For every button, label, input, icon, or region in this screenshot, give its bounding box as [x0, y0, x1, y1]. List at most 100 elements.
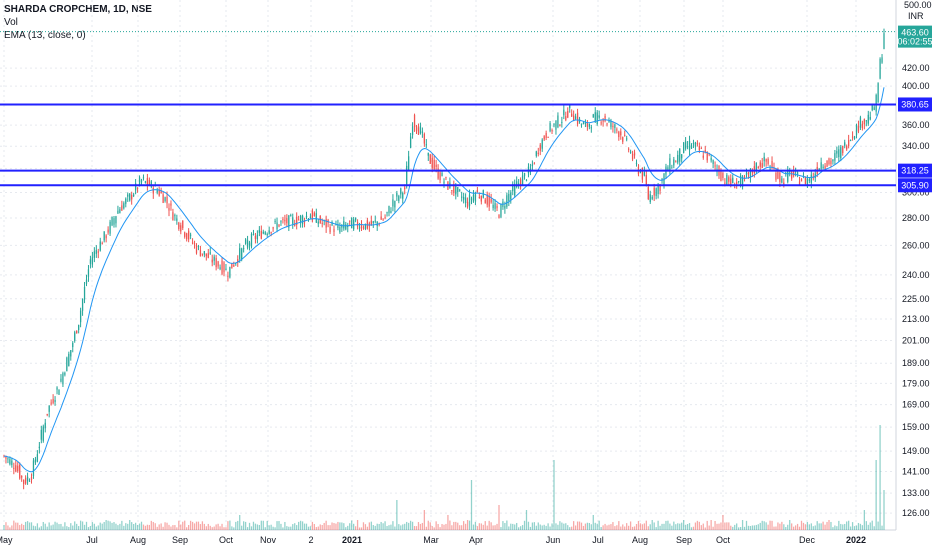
candle-body	[362, 227, 365, 229]
candle-body	[859, 117, 862, 128]
candle-body	[461, 196, 463, 198]
candle-body	[523, 172, 526, 177]
volume-bar	[622, 524, 624, 530]
volume-bar	[358, 527, 361, 530]
volume-bar	[23, 525, 25, 530]
x-tick-label: Jul	[86, 535, 98, 545]
candle-body	[233, 265, 235, 267]
volume-bar	[753, 525, 755, 530]
candle-body	[512, 184, 514, 192]
volume-bar	[514, 524, 516, 530]
candle-body	[148, 179, 150, 186]
candle-body	[573, 115, 575, 122]
candle-body	[798, 181, 801, 185]
volume-bar	[533, 522, 535, 530]
candle-body	[639, 171, 642, 173]
volume-bar	[413, 526, 416, 530]
candle-body	[225, 268, 227, 270]
volume-bar	[675, 524, 677, 530]
candle-body	[343, 221, 345, 229]
volume-bar	[519, 526, 522, 530]
candle-body	[195, 245, 198, 254]
volume-bar	[663, 523, 665, 530]
volume-bar	[134, 522, 137, 530]
volume-bar	[174, 525, 176, 530]
candle-body	[280, 221, 282, 223]
volume-bar	[421, 522, 424, 530]
volume-bar	[765, 522, 767, 530]
candle-body	[140, 179, 143, 183]
volume-bar	[99, 522, 101, 530]
candle-body	[81, 298, 84, 311]
volume-bar	[555, 523, 557, 530]
volume-bar	[36, 523, 39, 530]
volume-bar	[445, 523, 447, 530]
candle-body	[54, 399, 56, 402]
candle-body	[747, 172, 750, 175]
volume-bar	[150, 520, 152, 530]
candle-body	[478, 196, 480, 198]
candle-body	[237, 259, 239, 264]
volume-bar	[83, 524, 86, 530]
candle-body	[474, 192, 477, 201]
volume-bar	[13, 520, 15, 530]
volume-bar	[470, 480, 473, 530]
volume-bar	[91, 522, 94, 530]
x-tick-label: Oct	[716, 535, 731, 545]
volume-bar	[734, 524, 736, 530]
volume-bar	[710, 520, 712, 530]
candle-body	[855, 124, 858, 135]
candle-body	[288, 215, 290, 228]
volume-bar	[521, 525, 524, 530]
candle-body	[223, 262, 225, 273]
volume-bar	[78, 526, 80, 530]
candle-body	[875, 94, 877, 112]
candle-body	[851, 136, 854, 138]
volume-bar	[376, 523, 378, 530]
volume-bar	[875, 460, 877, 530]
volume-bar	[828, 520, 830, 530]
candle-body	[70, 350, 72, 357]
candle-body	[602, 119, 604, 122]
volume-bar	[15, 522, 17, 530]
volume-bar	[419, 523, 422, 530]
candle-body	[372, 221, 374, 224]
volume-bar	[402, 524, 404, 530]
candle-body	[107, 229, 109, 233]
volume-bar	[411, 521, 414, 530]
candle-body	[614, 124, 616, 128]
volume-bar	[736, 523, 738, 530]
candle-body	[612, 125, 614, 128]
volume-bar	[745, 520, 748, 530]
volume-bar	[390, 524, 392, 530]
candle-body	[125, 198, 127, 204]
candle-body	[127, 194, 129, 197]
candle-body	[40, 429, 42, 440]
candle-body	[79, 310, 82, 323]
candle-body	[757, 167, 759, 169]
volume-bar	[629, 521, 632, 530]
candle-body	[15, 465, 17, 472]
candle-body	[500, 203, 502, 217]
candle-body	[333, 228, 335, 233]
volume-bar	[68, 527, 70, 530]
candle-body	[830, 160, 832, 165]
candle-body	[19, 464, 21, 479]
volume-bar	[635, 524, 638, 530]
candle-body	[188, 230, 190, 240]
candle-body	[172, 212, 174, 221]
candle-body	[50, 402, 52, 404]
volume-bar	[195, 521, 198, 530]
volume-bar	[692, 526, 695, 530]
candle-body	[732, 177, 734, 183]
candle-body	[221, 260, 223, 274]
candle-body	[800, 178, 803, 182]
volume-bar	[633, 526, 636, 530]
candle-body	[58, 389, 60, 395]
volume-bar	[443, 524, 445, 530]
volume-bar	[614, 526, 616, 530]
volume-bar	[641, 524, 644, 530]
candle-body	[34, 459, 37, 463]
candle-body	[268, 230, 270, 234]
